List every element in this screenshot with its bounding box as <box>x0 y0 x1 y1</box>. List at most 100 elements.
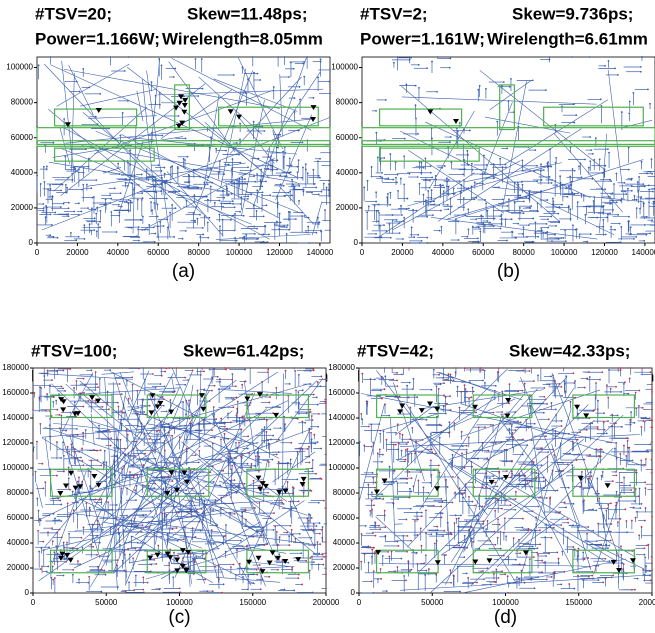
sink <box>397 190 399 192</box>
sink <box>87 207 89 209</box>
sink <box>45 410 47 412</box>
sink <box>316 396 318 398</box>
sink <box>602 581 604 583</box>
sink <box>122 552 124 554</box>
sink <box>69 489 71 491</box>
sink <box>634 195 636 197</box>
sink <box>63 471 65 473</box>
sink <box>96 450 98 452</box>
y-tick-label: 40000 <box>336 168 359 177</box>
sink <box>194 221 196 223</box>
sink <box>391 551 393 553</box>
sink <box>377 210 379 212</box>
sink <box>214 437 216 439</box>
sink <box>400 205 402 207</box>
sink <box>91 207 93 209</box>
sink <box>484 426 486 428</box>
sink <box>577 201 579 203</box>
sink <box>310 370 312 372</box>
sink <box>219 200 221 202</box>
sink <box>648 189 650 191</box>
sink <box>116 231 118 233</box>
sink <box>302 389 304 391</box>
y-tick-label: 160000 <box>2 388 29 397</box>
sink <box>651 374 653 376</box>
x-tick-label: 0 <box>31 598 36 607</box>
y-tick-label: 20000 <box>336 203 359 212</box>
sink <box>540 227 542 229</box>
sink <box>50 188 52 190</box>
sink <box>309 462 311 464</box>
sink <box>146 168 148 170</box>
sink <box>52 401 54 403</box>
sink <box>119 544 121 546</box>
sink <box>135 575 137 577</box>
sink <box>230 219 232 221</box>
sink <box>531 367 533 369</box>
sink <box>325 556 327 558</box>
sink <box>120 192 122 194</box>
sink <box>264 130 266 132</box>
sink <box>442 535 444 537</box>
sink <box>254 181 256 183</box>
x-tick-label: 100000 <box>226 248 253 257</box>
sink <box>145 242 147 244</box>
sink <box>387 177 389 179</box>
sink <box>289 383 291 385</box>
sink <box>131 376 133 378</box>
sink <box>620 241 622 243</box>
sink <box>124 569 126 571</box>
sink <box>302 142 304 144</box>
sink <box>286 233 288 235</box>
sink <box>298 574 300 576</box>
sink <box>52 142 54 144</box>
sink <box>317 381 319 383</box>
sink <box>304 422 306 424</box>
sink <box>554 211 556 213</box>
sink <box>39 423 41 425</box>
sink <box>604 558 606 560</box>
sink <box>477 237 479 239</box>
sink <box>608 60 610 62</box>
sink <box>152 373 154 375</box>
sink <box>225 150 227 152</box>
sink <box>313 434 315 436</box>
sink <box>621 111 623 113</box>
tsv-label: #TSV=2; <box>360 4 428 23</box>
sink <box>293 367 295 369</box>
sink <box>617 74 619 76</box>
sink <box>137 406 139 408</box>
sink <box>624 381 626 383</box>
sink <box>89 509 91 511</box>
sink <box>122 112 124 114</box>
sink <box>58 554 60 556</box>
sink <box>310 432 312 434</box>
sink <box>646 216 648 218</box>
sink <box>293 589 295 591</box>
sink <box>323 564 325 566</box>
sink <box>446 403 448 405</box>
sink <box>53 551 55 553</box>
sink <box>147 229 149 231</box>
sink <box>403 183 405 185</box>
sink <box>381 461 383 463</box>
sink <box>368 562 370 564</box>
sink <box>573 588 575 590</box>
sink <box>78 236 80 238</box>
sink <box>184 384 186 386</box>
sink <box>103 461 105 463</box>
sink <box>253 480 255 482</box>
wirelength-label: Wirelength=6.61mm <box>487 29 648 48</box>
sink <box>612 209 614 211</box>
sink <box>90 187 92 189</box>
sink <box>454 522 456 524</box>
sink <box>281 499 283 501</box>
sink <box>268 461 270 463</box>
sink <box>67 446 69 448</box>
sink <box>69 412 71 414</box>
x-tick-label: 150000 <box>565 598 592 607</box>
sink <box>599 158 601 160</box>
sink <box>647 89 649 91</box>
sink <box>534 149 536 151</box>
sink <box>247 463 249 465</box>
